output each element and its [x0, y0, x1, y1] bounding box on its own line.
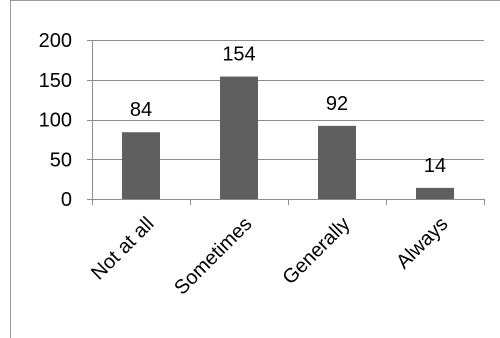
- bar: [122, 132, 160, 199]
- y-tick-label: 50: [50, 149, 72, 171]
- data-label: 14: [424, 155, 446, 177]
- x-tick-label: Sometimes: [170, 213, 256, 299]
- x-tick-label: Always: [392, 213, 452, 273]
- y-tick-label: 200: [39, 30, 72, 52]
- bars: [122, 76, 454, 199]
- y-tick-label: 150: [39, 70, 72, 92]
- bar: [220, 76, 258, 199]
- axes: [87, 40, 485, 205]
- data-label: 154: [222, 44, 255, 66]
- y-tick-label: 100: [39, 110, 72, 132]
- bar: [318, 125, 356, 199]
- y-tick-labels: 0 50 100 150 200: [39, 30, 72, 211]
- x-tick-label: Generally: [278, 213, 354, 289]
- x-tick-label: Not at all: [87, 213, 158, 284]
- data-label: 92: [326, 93, 348, 115]
- data-label: 84: [130, 99, 152, 121]
- y-tick-label: 0: [61, 189, 72, 211]
- x-tick-labels: Not at all Sometimes Generally Always: [87, 213, 452, 299]
- data-labels: 84 154 92 14: [130, 44, 446, 177]
- bar: [416, 187, 454, 199]
